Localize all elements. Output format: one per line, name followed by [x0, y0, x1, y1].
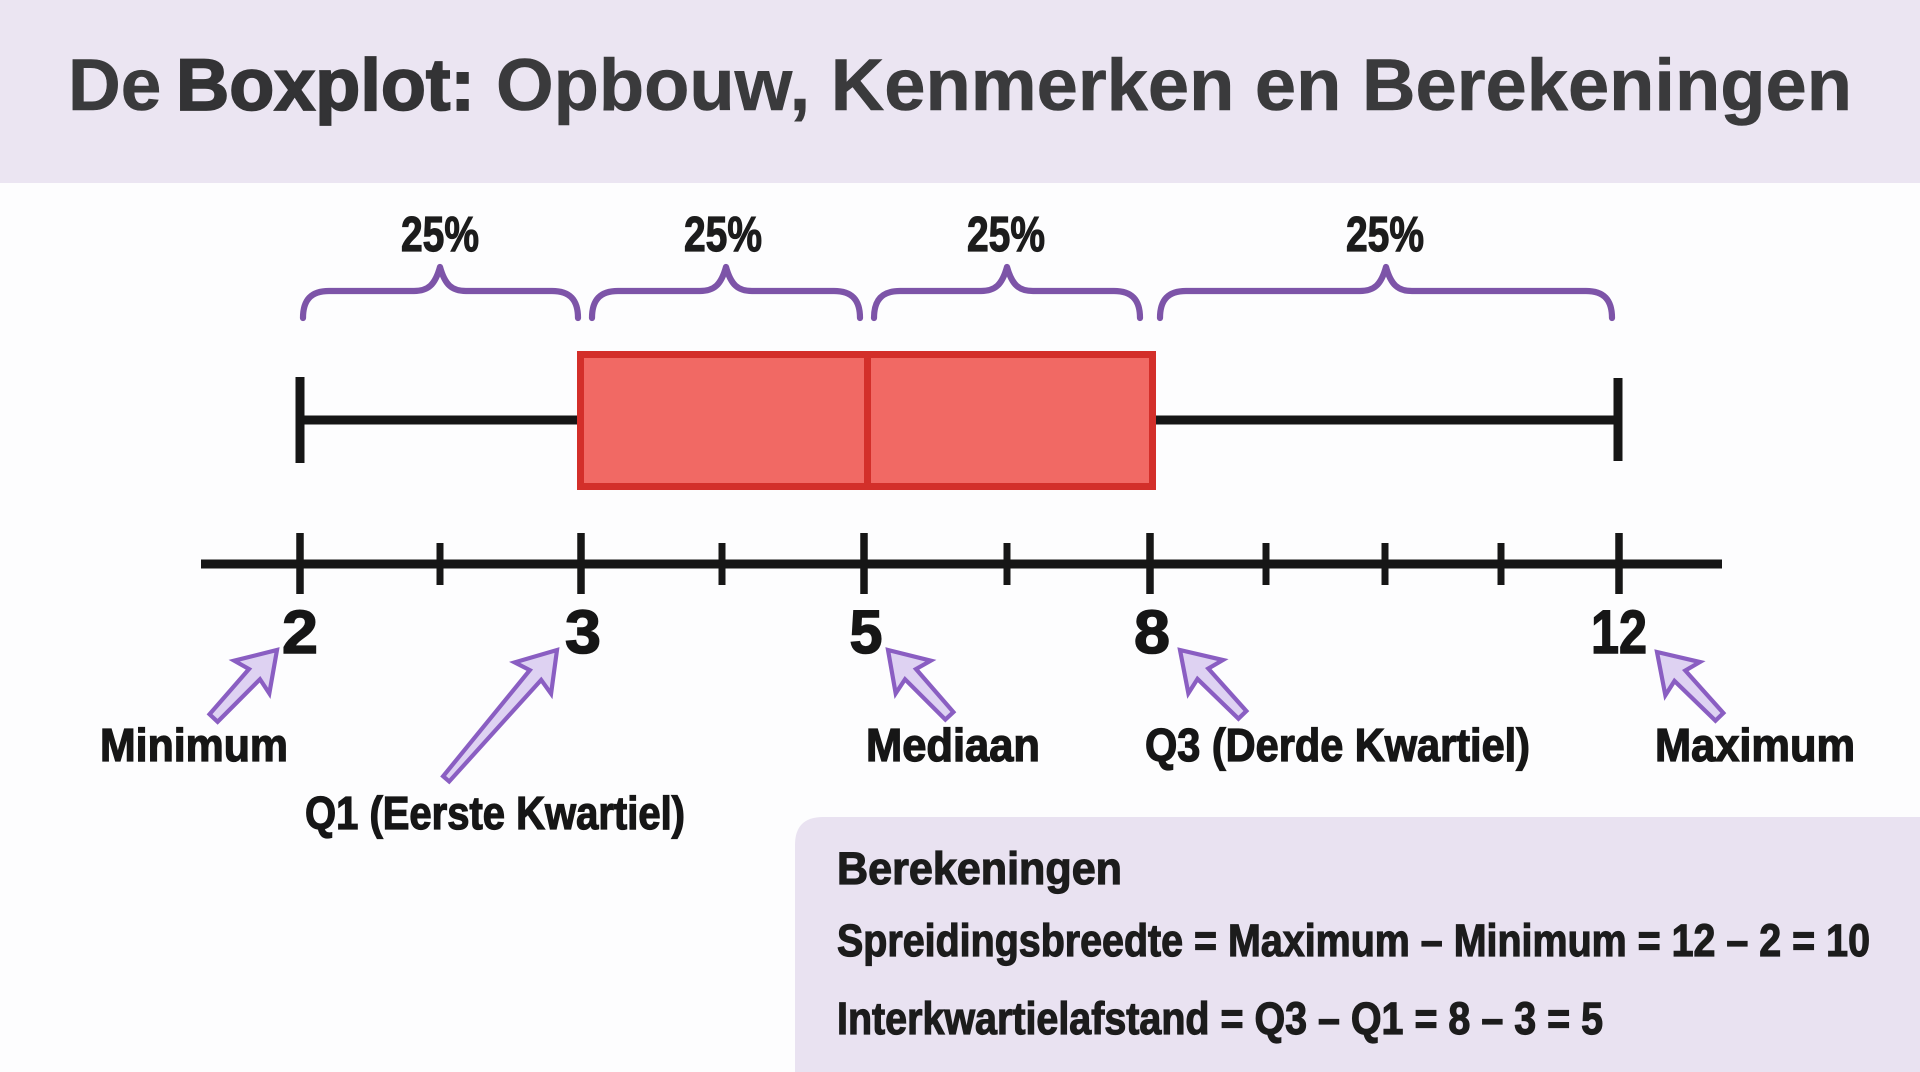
- svg-text:2: 2: [282, 598, 318, 666]
- svg-text:Q1 (Eerste Kwartiel): Q1 (Eerste Kwartiel): [305, 787, 685, 839]
- svg-text:Boxplot:: Boxplot:: [176, 45, 475, 126]
- svg-text:25%: 25%: [684, 208, 762, 262]
- svg-text:Berekeningen: Berekeningen: [837, 843, 1122, 894]
- svg-text:Minimum: Minimum: [100, 719, 288, 771]
- svg-text:5: 5: [850, 598, 883, 666]
- svg-text:8: 8: [1134, 598, 1170, 666]
- svg-text:12: 12: [1591, 598, 1647, 666]
- svg-text:25%: 25%: [967, 208, 1045, 262]
- svg-text:25%: 25%: [1346, 208, 1424, 262]
- svg-text:Opbouw, Kenmerken en Berekenin: Opbouw, Kenmerken en Berekeningen: [496, 45, 1852, 126]
- svg-text:Mediaan: Mediaan: [866, 719, 1040, 771]
- svg-text:25%: 25%: [401, 208, 479, 262]
- svg-text:Maximum: Maximum: [1655, 719, 1855, 771]
- svg-text:Q3 (Derde Kwartiel): Q3 (Derde Kwartiel): [1145, 719, 1530, 771]
- svg-text:Interkwartielafstand = Q3 – Q1: Interkwartielafstand = Q3 – Q1 = 8 – 3 =…: [837, 993, 1603, 1044]
- svg-text:Spreidingsbreedte = Maximum –: Spreidingsbreedte = Maximum – Minimum = …: [837, 915, 1870, 966]
- svg-text:De: De: [68, 45, 161, 126]
- svg-text:3: 3: [565, 598, 601, 666]
